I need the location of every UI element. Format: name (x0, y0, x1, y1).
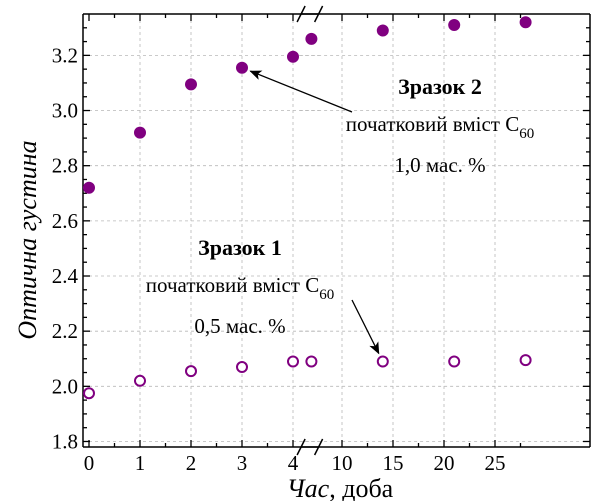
ticks: 1.8 2.0 2.2 2.4 2.6 2.8 3.0 3.2 0 1 2 3 4 10 15 20 25 (52, 14, 590, 475)
y-tick-label: 1.8 (52, 429, 78, 453)
axis-break-mark (296, 5, 306, 23)
x-tick-label: 2 (186, 451, 197, 475)
y-tick-label: 2.8 (52, 154, 78, 178)
y-axis-label: Оптична густина (13, 140, 42, 339)
sample2-title: Зразок 2 (398, 74, 482, 99)
sample1-arrow (351, 299, 380, 355)
sample2-point (185, 78, 197, 91)
sample2-point (376, 24, 389, 37)
y-tick-label: 2.4 (52, 264, 79, 288)
sample1-point (236, 361, 248, 374)
sample1-point (287, 355, 299, 368)
sample2-point (236, 61, 248, 74)
axis-break-mark (313, 5, 324, 23)
x-tick-label: 20 (434, 451, 455, 475)
x-tick-label: 15 (383, 451, 404, 475)
x-tick-label: 10 (332, 451, 353, 475)
y-tick-label: 2.2 (52, 319, 78, 343)
x-tick-label: 25 (485, 451, 506, 475)
axis-break-mark (296, 438, 306, 456)
sample1-concentration: 0,5 мас. % (194, 314, 285, 338)
sample1-point (448, 355, 461, 368)
sample2-content-line: початковий вміст C60 (346, 112, 534, 142)
sample2-point (448, 19, 461, 32)
sample1-point (305, 355, 318, 368)
y-tick-label: 2.0 (52, 374, 78, 398)
x-tick-label: 3 (237, 451, 248, 475)
sample2-point (519, 16, 532, 29)
sample1-content-line: початковий вміст C60 (146, 273, 334, 303)
sample2-point (83, 181, 95, 194)
x-tick-label: 4 (288, 451, 299, 475)
sample2-point (134, 126, 146, 139)
y-tick-label: 2.6 (52, 209, 78, 233)
data-points (83, 16, 532, 400)
x-tick-label: 1 (135, 451, 146, 475)
sample1-point (134, 374, 146, 387)
annotations: Зразок 2 початковий вміст C60 1,0 мас. % Зр… (146, 70, 534, 355)
sample2-point (287, 50, 299, 63)
sample1-point (185, 365, 197, 378)
sample2-concentration: 1,0 мас. % (394, 153, 485, 177)
sample1-point (376, 355, 389, 368)
axes (82, 5, 591, 456)
x-axis-label: Час, доба (287, 474, 394, 501)
sample1-point (83, 387, 95, 400)
axis-break-mark (313, 438, 324, 456)
grid (83, 14, 590, 447)
sample2-point (305, 32, 318, 45)
sample1-title: Зразок 1 (198, 235, 282, 260)
y-tick-label: 3.0 (52, 99, 78, 123)
y-tick-label: 3.2 (52, 43, 78, 67)
sample2-arrow (249, 70, 353, 113)
sample1-point (519, 354, 532, 367)
x-tick-label: 0 (84, 451, 95, 475)
